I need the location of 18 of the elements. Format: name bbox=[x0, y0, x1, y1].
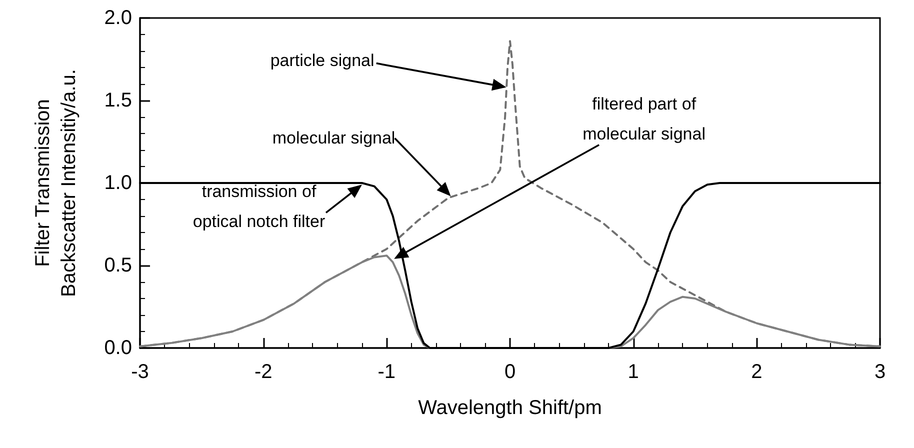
x-tick-label: 2 bbox=[751, 361, 762, 383]
x-tick-label: -1 bbox=[378, 361, 396, 383]
x-tick-label: -2 bbox=[254, 361, 272, 383]
y-tick-label: 1.5 bbox=[104, 90, 132, 112]
y-tick-label: 0.0 bbox=[104, 337, 132, 359]
x-tick-label: 1 bbox=[628, 361, 639, 383]
annotation: filtered part of molecular signal bbox=[582, 94, 706, 144]
y-tick-label: 1.0 bbox=[104, 172, 132, 194]
y-axis-title: Filter Transmission Backscatter Intensitiy/a.u. bbox=[32, 69, 80, 297]
annotation: molecular signal bbox=[272, 128, 396, 148]
x-tick-label: 0 bbox=[504, 361, 516, 383]
x-tick-label: -3 bbox=[131, 361, 149, 383]
annotation: transmission of optical notch filter bbox=[192, 182, 326, 232]
annotation: particle signal bbox=[270, 50, 374, 70]
y-tick-label: 2.0 bbox=[104, 7, 132, 29]
y-tick-label: 0.5 bbox=[104, 254, 132, 276]
x-tick-label: 3 bbox=[874, 361, 886, 383]
x-axis-title: Wavelength Shift/pm bbox=[418, 397, 602, 419]
